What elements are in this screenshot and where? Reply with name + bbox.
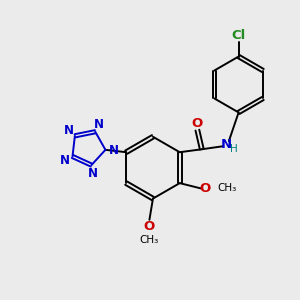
Text: CH₃: CH₃ <box>217 183 236 193</box>
Text: N: N <box>94 118 104 131</box>
Text: N: N <box>88 167 98 180</box>
Text: N: N <box>60 154 70 167</box>
Text: N: N <box>220 138 232 151</box>
Text: CH₃: CH₃ <box>140 235 159 245</box>
Text: N: N <box>109 144 118 157</box>
Text: N: N <box>64 124 74 137</box>
Text: O: O <box>192 117 203 130</box>
Text: O: O <box>144 220 155 233</box>
Text: O: O <box>199 182 210 195</box>
Text: H: H <box>230 144 238 154</box>
Text: Cl: Cl <box>232 29 246 42</box>
